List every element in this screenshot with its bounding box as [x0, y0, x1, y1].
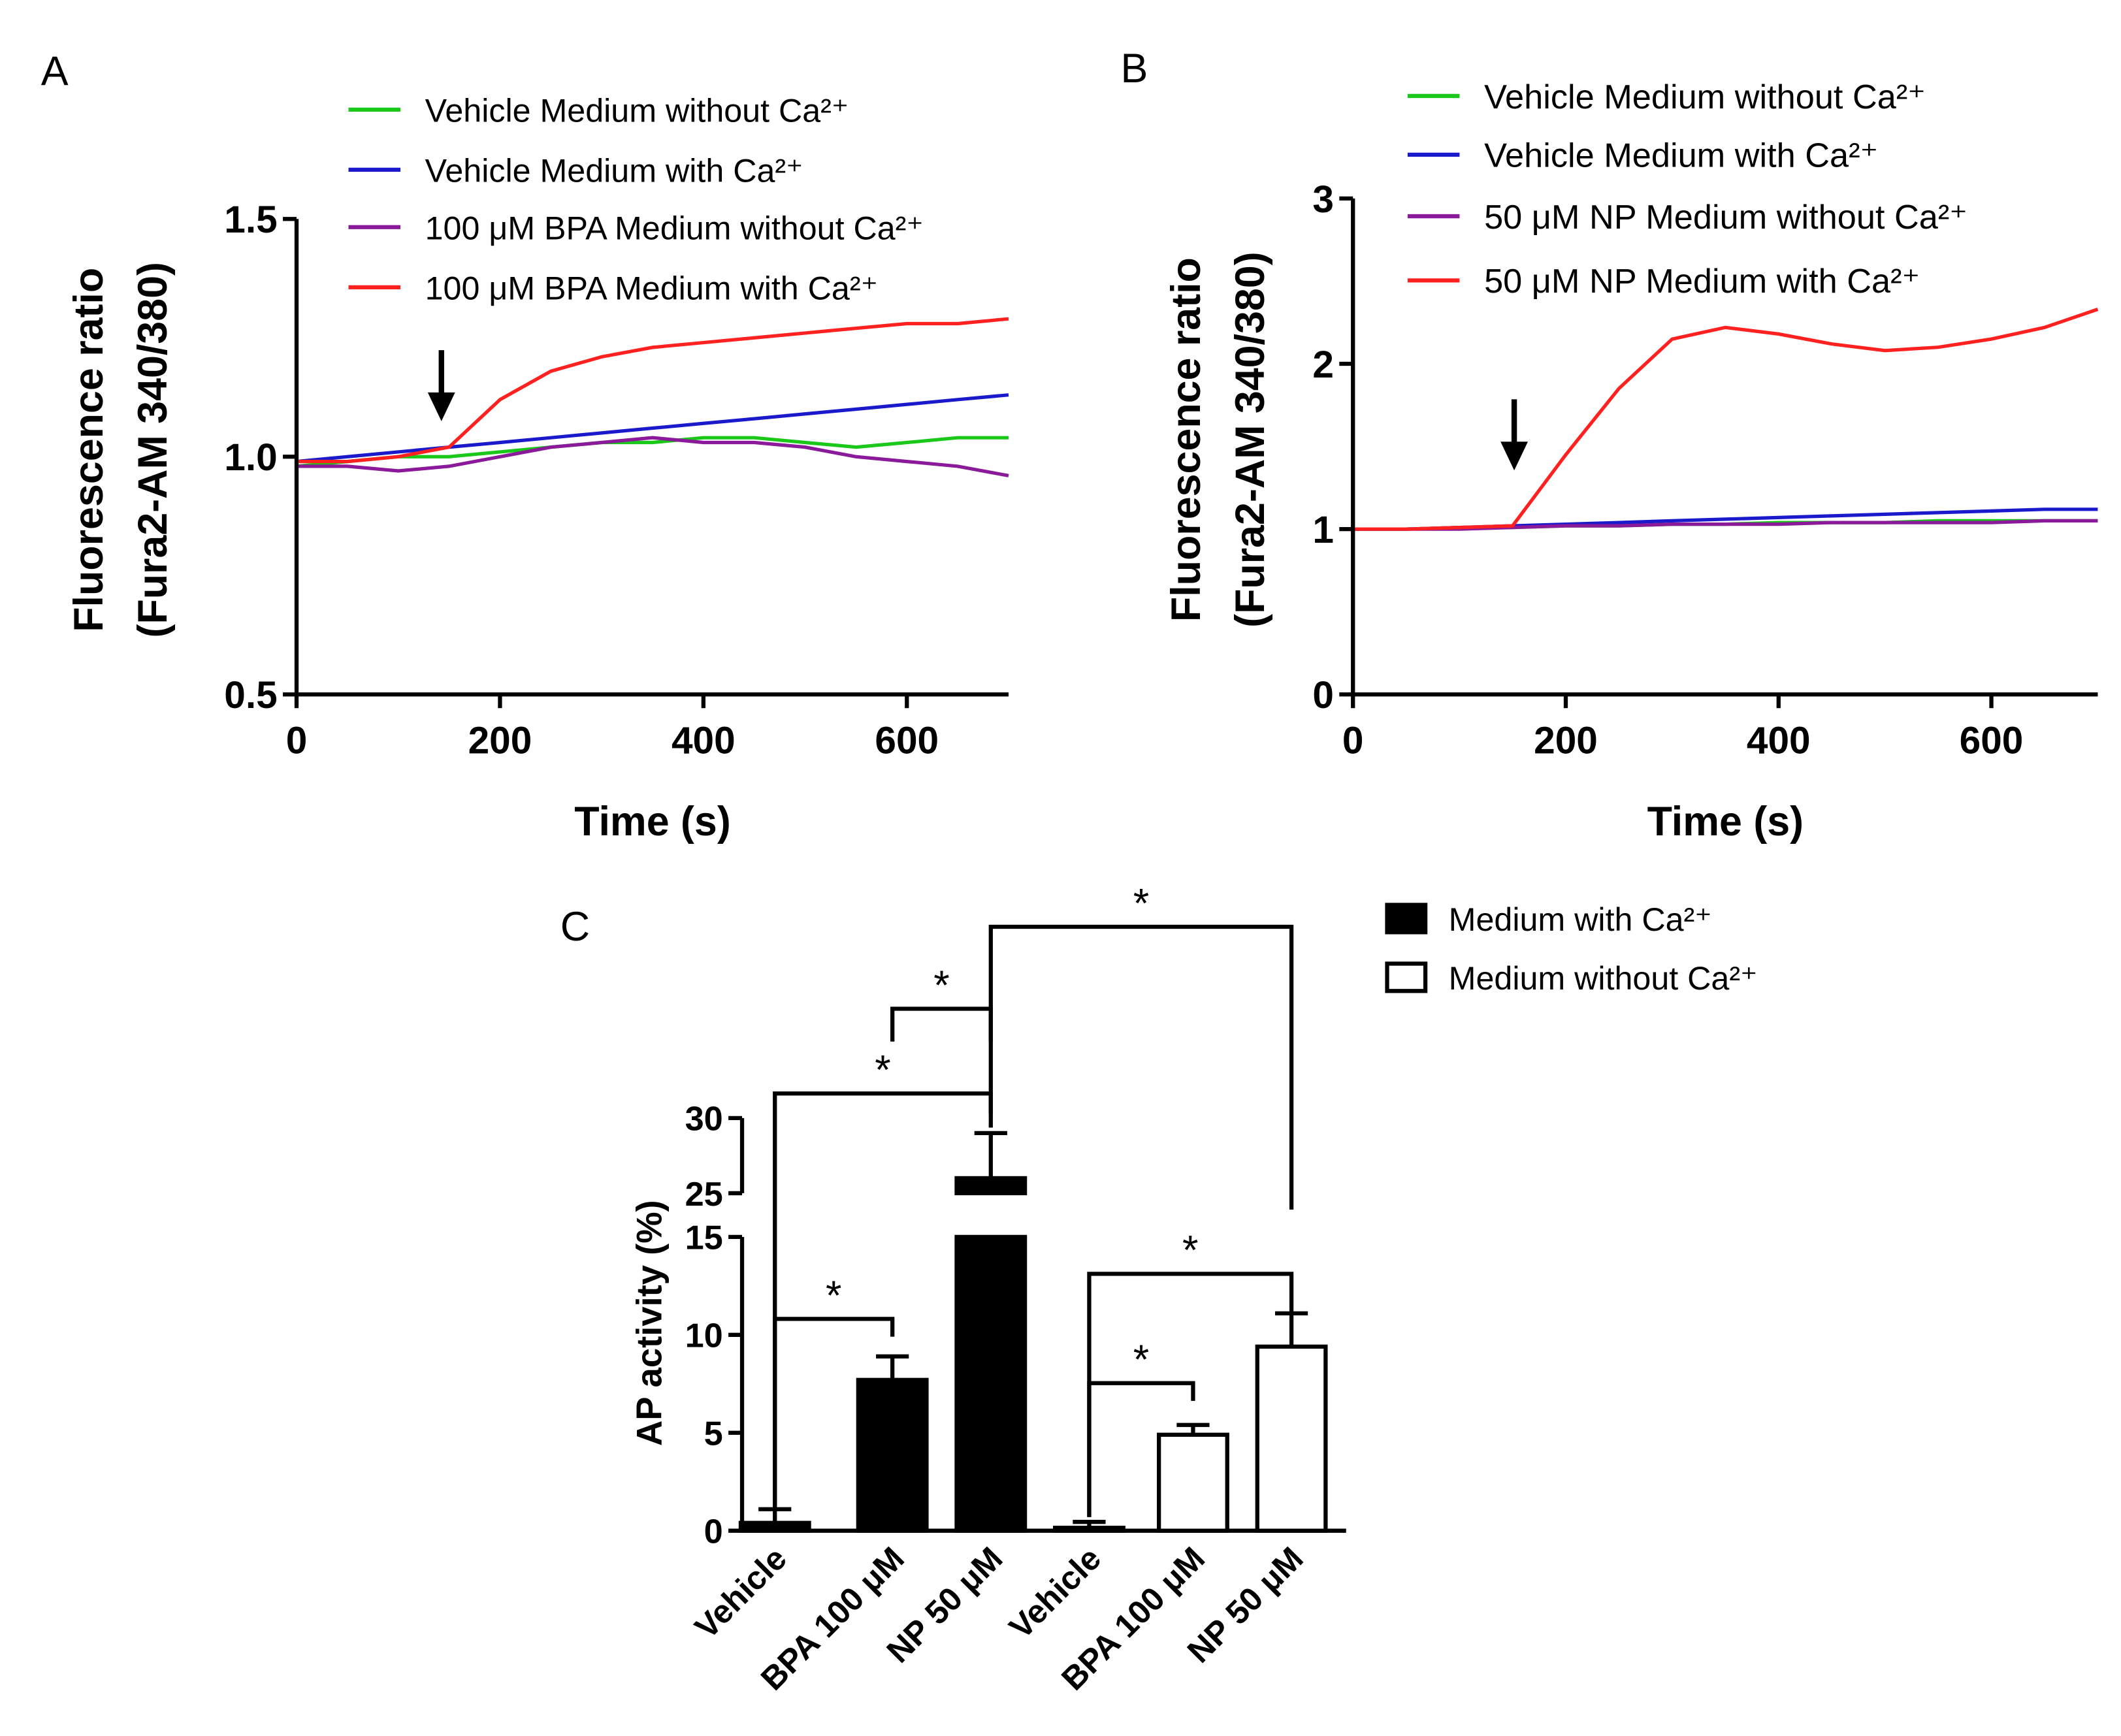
x-tick-label: 200 [1534, 719, 1598, 762]
legend-swatch [1385, 903, 1428, 935]
y-tick-label: 1.0 [224, 436, 277, 479]
y-tick-label: 0 [704, 1513, 723, 1551]
y-tick-label: 15 [685, 1219, 723, 1257]
panel-label: B [1121, 46, 1148, 91]
y-axis-label: AP activity (%) [630, 1200, 670, 1446]
data-line [296, 436, 1009, 468]
y-axis-label: (Fura2-AM 340/380) [1227, 251, 1273, 627]
bar [1052, 1526, 1125, 1533]
legend-label: Vehicle Medium without Ca²⁺ [425, 93, 849, 129]
x-tick-label: 600 [1960, 719, 2024, 762]
x-tick-label: Vehicle [688, 1540, 794, 1646]
y-tick-label: 25 [685, 1176, 723, 1214]
x-axis-label: Time (s) [1647, 799, 1804, 844]
data-line [296, 393, 1009, 464]
y-tick-label: 0 [1312, 674, 1334, 716]
data-line [1353, 308, 2099, 531]
legend-label: Vehicle Medium with Ca²⁺ [1484, 137, 1878, 175]
y-axis-label: (Fura2-AM 340/380) [130, 262, 176, 637]
y-tick-label: 5 [704, 1415, 723, 1453]
y-tick-label: 10 [685, 1317, 723, 1355]
x-axis-label: Time (s) [574, 799, 730, 844]
significance-label: * [1133, 880, 1149, 926]
legend-label: Medium with Ca²⁺ [1449, 901, 1712, 938]
y-axis-label: Fluorescence ratio [66, 268, 112, 632]
legend-label: 100 μM BPA Medium with Ca²⁺ [425, 270, 878, 307]
legend-label: 50 μM NP Medium without Ca²⁺ [1484, 199, 1967, 236]
y-tick-label: 3 [1312, 178, 1334, 221]
legend-label: Medium without Ca²⁺ [1449, 960, 1758, 997]
legend-swatch [1385, 961, 1428, 993]
arrow [1500, 399, 1529, 471]
bar [954, 1176, 1028, 1196]
legend-label: Vehicle Medium without Ca²⁺ [1484, 78, 1926, 116]
legend-label: Vehicle Medium with Ca²⁺ [425, 153, 803, 189]
bar [856, 1377, 929, 1533]
significance-label: * [1182, 1228, 1198, 1274]
panel-label: A [41, 48, 69, 94]
bar [738, 1520, 811, 1533]
x-tick-label: 0 [1342, 719, 1364, 762]
y-axis-label: Fluorescence ratio [1163, 257, 1209, 622]
arrow [427, 350, 455, 421]
data-line [296, 317, 1009, 464]
y-tick-label: 2 [1312, 344, 1334, 386]
significance-bracket [890, 1006, 993, 1042]
legend-label: 50 μM NP Medium with Ca²⁺ [1484, 263, 1920, 300]
x-tick-label: 400 [1747, 719, 1811, 762]
significance-label: * [933, 963, 949, 1008]
significance-label: * [826, 1273, 841, 1319]
x-tick-label: 0 [286, 719, 308, 762]
y-tick-label: 1.5 [224, 199, 277, 241]
bar [1156, 1432, 1229, 1533]
x-tick-label: 600 [875, 719, 939, 762]
significance-label: * [1133, 1337, 1149, 1383]
x-tick-label: 200 [468, 719, 532, 762]
significance-label: * [875, 1048, 890, 1093]
y-tick-label: 0.5 [224, 674, 277, 716]
significance-bracket [988, 924, 1294, 1210]
panel-label: C [560, 904, 590, 950]
data-line [296, 436, 1009, 477]
legend-label: 100 μM BPA Medium without Ca²⁺ [425, 210, 924, 247]
y-tick-label: 30 [685, 1101, 723, 1138]
bar [954, 1234, 1028, 1533]
y-tick-label: 1 [1312, 509, 1334, 551]
significance-bracket [1087, 1272, 1294, 1517]
x-tick-label: 400 [672, 719, 736, 762]
bar [1255, 1344, 1328, 1533]
x-tick-label: Vehicle [1002, 1540, 1108, 1646]
